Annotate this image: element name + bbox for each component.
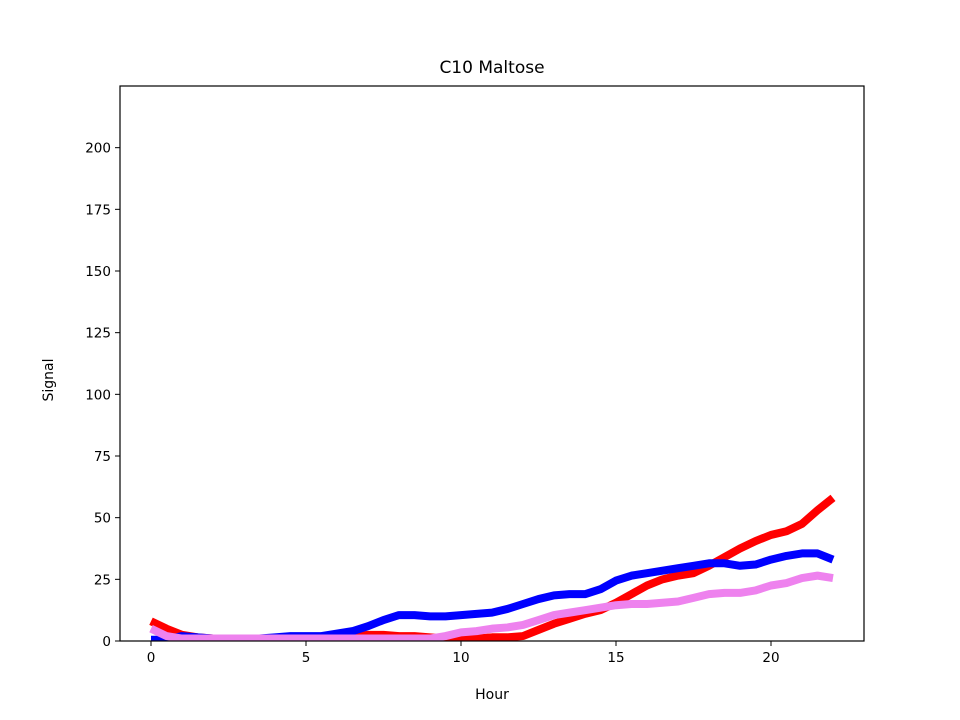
series-line-1 [149,494,836,641]
y-axis-label: Signal [41,358,57,401]
y-tick-label: 25 [94,572,111,588]
x-tick-label: 20 [762,650,779,666]
y-tick-label: 50 [94,511,111,527]
plot-frame [119,85,865,642]
y-tick-label: 175 [85,202,111,218]
y-tick-label: 200 [85,141,111,157]
x-tick-label: 0 [147,650,156,666]
y-tick-label: 100 [85,387,111,403]
x-tick-label: 15 [607,650,624,666]
y-tick-label: 125 [85,326,111,342]
y-tick-label: 75 [94,449,111,465]
x-tick-label: 5 [302,650,311,666]
chart-title: C10 Maltose [439,58,544,78]
series-line-3 [149,571,834,641]
x-axis-label: Hour [475,687,509,703]
x-tick-label: 10 [452,650,469,666]
plot-area [149,494,836,641]
y-tick-label: 150 [85,264,111,280]
y-tick-label: 0 [102,634,111,650]
